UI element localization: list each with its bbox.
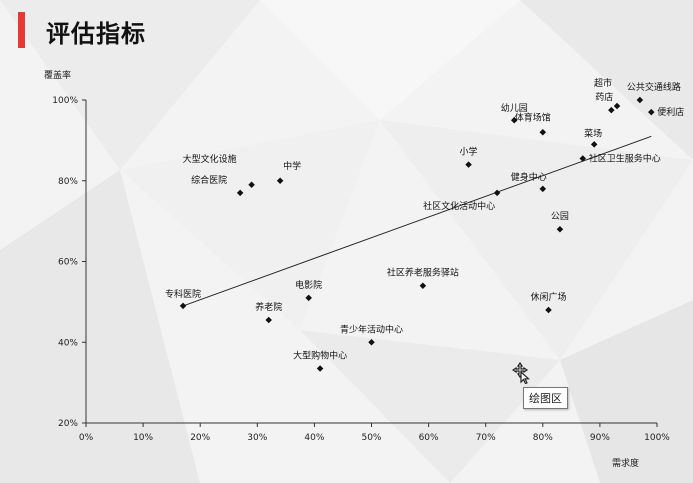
y-tick-label: 40% [58,338,78,348]
y-axis-label: 覆盖率 [44,69,71,81]
x-tick-label: 80% [533,433,553,443]
point-label: 电影院 [295,279,322,291]
point-label: 大型文化设施 [183,153,237,165]
data-point[interactable] [368,338,375,346]
chart-axes: 0% 10% 20% 30% 40% 50% 60% 70% 80% 90% 100% 20% 40% 6… [52,96,670,443]
move-cursor-icon [512,362,530,384]
data-point[interactable] [545,306,552,314]
data-point[interactable] [636,96,644,104]
x-tick-label: 40% [304,433,324,443]
y-tick-label: 60% [58,258,78,268]
point-label: 体育场馆 [515,111,551,123]
point-label: 小学 [460,146,478,158]
data-point[interactable] [179,302,187,310]
data-point[interactable] [265,316,272,324]
point-label: 健身中心 [511,171,547,183]
point-label: 社区卫生服务中心 [589,153,661,165]
x-axis-label: 需求度 [612,457,639,469]
data-point[interactable] [276,177,284,185]
x-tick-label: 0% [79,433,94,443]
point-label: 菜场 [584,127,602,139]
data-point[interactable] [305,294,312,302]
data-point[interactable] [465,161,472,168]
data-point[interactable] [556,225,564,233]
point-label: 幼儿园 [501,102,528,114]
x-tick-label: 70% [476,433,496,443]
data-point[interactable] [539,129,547,136]
data-point[interactable] [590,141,598,148]
point-label: 社区文化活动中心 [423,200,495,212]
y-tick-label: 80% [58,177,78,187]
point-label: 专科医院 [165,288,201,300]
data-point[interactable] [493,189,501,197]
data-point[interactable] [613,102,621,110]
trendline [182,135,652,307]
point-label: 养老院 [255,301,282,313]
point-label: 公共交通线路 [627,81,681,93]
x-tick-label: 90% [590,433,610,443]
point-label: 综合医院 [191,174,227,186]
data-point[interactable] [248,181,255,189]
x-tick-label: 50% [361,433,381,443]
page-title: 评估指标 [46,20,146,48]
data-point[interactable] [236,189,244,197]
y-tick-label: 100% [52,96,78,106]
x-tick-label: 20% [190,433,210,443]
point-label: 休闲广场 [531,291,567,303]
x-tick-label: 30% [247,433,267,443]
x-tick-label: 60% [419,433,439,443]
tooltip-plot-area: 绘图区 [523,387,568,409]
point-label: 公园 [551,211,569,222]
point-label: 超市 [594,77,612,89]
data-point[interactable] [648,108,655,116]
point-label: 青少年活动中心 [340,323,403,335]
point-label: 药店 [595,91,613,103]
point-label: 便利店 [657,106,684,118]
data-point[interactable] [608,106,615,114]
x-tick-label: 10% [133,433,153,443]
title-accent-bar [18,12,25,48]
data-point[interactable] [539,185,547,193]
data-point[interactable] [316,365,324,372]
x-tick-label: 100% [644,433,670,443]
point-label: 中学 [283,160,301,172]
data-point[interactable] [419,282,427,289]
point-label: 社区养老服务驿站 [387,267,459,279]
point-label: 大型购物中心 [293,349,347,361]
y-tick-label: 20% [58,419,78,429]
